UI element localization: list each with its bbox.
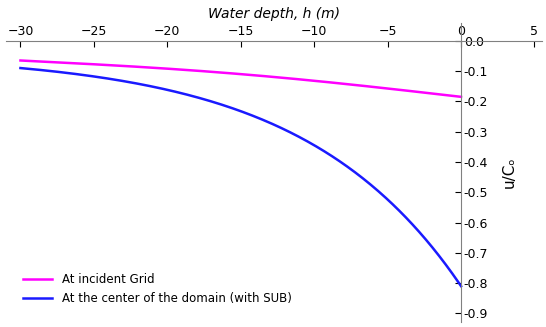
At the center of the domain (with SUB) bbox=[337, 160, 344, 164]
At the center of the domain (with SUB) bbox=[17, 66, 23, 70]
At incident Grid bbox=[192, 69, 198, 73]
Line: At the center of the domain (with SUB): At the center of the domain (with SUB) bbox=[20, 68, 461, 286]
At incident Grid bbox=[335, 81, 342, 85]
At the center of the domain (with SUB) bbox=[161, 87, 167, 91]
At the center of the domain (with SUB) bbox=[294, 134, 301, 138]
At incident Grid bbox=[17, 59, 23, 62]
At the center of the domain (with SUB) bbox=[458, 284, 464, 288]
Legend: At incident Grid, At the center of the domain (with SUB): At incident Grid, At the center of the d… bbox=[17, 267, 298, 311]
At the center of the domain (with SUB) bbox=[70, 72, 77, 76]
Line: At incident Grid: At incident Grid bbox=[20, 60, 461, 97]
Y-axis label: u/Cₒ: u/Cₒ bbox=[502, 157, 517, 188]
X-axis label: Water depth, h (m): Water depth, h (m) bbox=[208, 7, 340, 21]
At the center of the domain (with SUB) bbox=[192, 95, 198, 99]
At incident Grid bbox=[337, 81, 344, 85]
At incident Grid bbox=[294, 77, 301, 81]
At incident Grid bbox=[458, 95, 464, 99]
At incident Grid bbox=[70, 61, 77, 65]
At the center of the domain (with SUB) bbox=[335, 159, 342, 163]
At incident Grid bbox=[161, 66, 167, 70]
